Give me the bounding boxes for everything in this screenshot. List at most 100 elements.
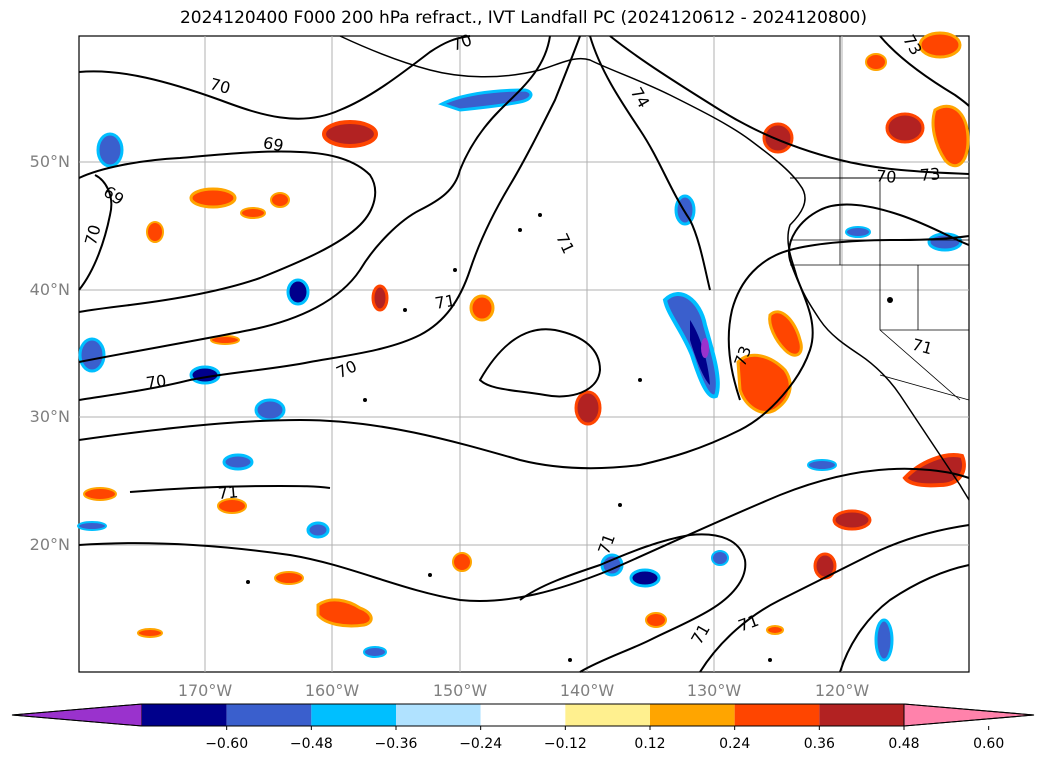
- island-dot: [618, 503, 622, 507]
- contour-69: [78, 150, 377, 313]
- colorbar-tick-label: −0.36: [374, 736, 418, 752]
- patch-orange-9: [316, 598, 373, 628]
- island-dot: [453, 268, 457, 272]
- patch-blue-ne: [927, 232, 963, 252]
- patch-blue-5: [254, 398, 286, 422]
- colorbar-segment: [650, 704, 735, 726]
- patch-red-center: [574, 390, 602, 426]
- border-states-8: [879, 374, 970, 401]
- lon-label-150w: 150°W: [432, 681, 488, 700]
- patch-orange-ne: [931, 104, 970, 168]
- patch-blue-2: [286, 278, 310, 306]
- island-dot: [538, 213, 542, 217]
- patch-orange-5: [210, 335, 240, 345]
- patch-orange-ne3: [865, 53, 887, 71]
- island-dot: [246, 580, 250, 584]
- contour-label: 70: [875, 166, 897, 187]
- patch-blue-center-inner: [690, 320, 710, 385]
- patch-red-mid: [371, 284, 389, 312]
- patch-red-ab: [885, 112, 925, 144]
- contour-70-north: [78, 35, 471, 120]
- coastline-us-west: [794, 269, 970, 501]
- contour-label: 70: [145, 371, 168, 393]
- patch-orange-7: [217, 498, 247, 514]
- island-dot: [518, 228, 522, 232]
- colorbar-segment: [734, 704, 820, 726]
- contour-71-se2: [839, 564, 970, 673]
- lat-label-40: 40°N: [29, 280, 70, 299]
- patch-orange-se4: [766, 625, 784, 635]
- contour-70-lower: [78, 35, 581, 401]
- patch-orange-11: [452, 552, 472, 572]
- colorbar-segment: [311, 704, 396, 726]
- patch-orange-mid: [469, 294, 495, 322]
- patch-orange-se1: [832, 509, 872, 531]
- island-dot: [363, 398, 367, 402]
- contour-73-ne: [879, 35, 970, 107]
- island-dot: [428, 573, 432, 577]
- contour-70-w: [78, 174, 113, 291]
- patch-orange-3: [270, 192, 290, 208]
- colorbar-tick-label: −0.12: [543, 736, 587, 752]
- contour-label: 73: [919, 164, 941, 185]
- island-dots: [246, 213, 893, 662]
- lat-label-20: 20°N: [29, 535, 70, 554]
- patch-orange-2: [240, 207, 266, 219]
- colorbar-segment: [142, 704, 227, 726]
- patch-orange-8: [274, 571, 304, 585]
- island-dot: [568, 658, 572, 662]
- lat-label-50: 50°N: [29, 152, 70, 171]
- lon-label-130w: 130°W: [686, 681, 742, 700]
- patch-blue-gulf: [438, 88, 533, 112]
- patch-blue-9: [363, 646, 387, 658]
- colorbar: [11, 703, 1035, 730]
- colorbar-segment: [396, 704, 481, 726]
- island-dot: [887, 297, 893, 303]
- patch-blue-ne2: [845, 226, 871, 238]
- patch-red-bc: [762, 122, 794, 154]
- lon-label-170w: 170°W: [177, 681, 233, 700]
- patch-orange-10: [137, 628, 163, 638]
- colorbar-tick-label: 0.36: [803, 736, 835, 752]
- lat-label-30: 30°N: [29, 407, 70, 426]
- colorbar-tick-label: −0.48: [289, 736, 333, 752]
- contour-70-mid: [78, 35, 551, 363]
- coastline-alaska-bc: [339, 35, 806, 271]
- patch-orange-ne2: [918, 31, 962, 59]
- island-dot: [638, 378, 642, 382]
- colorbar-tick-label: 0.60: [973, 736, 1005, 752]
- lon-label-160w: 160°W: [304, 681, 360, 700]
- colorbar-tick-label: −0.24: [459, 736, 503, 752]
- contour-label: 71: [910, 335, 935, 359]
- map-title: 2024120400 F000 200 hPa refract., IVT La…: [179, 8, 867, 28]
- contour-71-se: [699, 524, 970, 673]
- patch-blue-se3: [629, 568, 661, 588]
- colorbar-tick-label: 0.48: [888, 736, 920, 752]
- colorbar-segment: [226, 704, 312, 726]
- patch-blue-7: [77, 521, 107, 531]
- island-dot: [403, 308, 407, 312]
- patch-red-coast: [736, 353, 792, 414]
- colorbar-extend-high: [903, 703, 1035, 727]
- colorbar-segment: [480, 704, 566, 726]
- contour-islands: [519, 533, 747, 673]
- lon-label-120w: 120°W: [814, 681, 870, 700]
- contour-71-central: [478, 328, 602, 398]
- contour-71-west: [129, 484, 331, 493]
- patch-blue-se1: [874, 618, 894, 662]
- colorbar-extend-low: [11, 703, 143, 727]
- contour-label: 71: [217, 482, 239, 503]
- map-frame: [78, 35, 970, 673]
- contour-73-north: [609, 35, 970, 175]
- colorbar-segment: [819, 704, 904, 726]
- patch-orange-1: [189, 187, 237, 209]
- colorbar-segment: [565, 704, 650, 726]
- contour-label: 69: [262, 133, 285, 155]
- contour-72-south: [78, 467, 970, 602]
- colorbar-outline: [11, 703, 1035, 727]
- contour-lines: [78, 35, 970, 673]
- colorbar-tick-label: 0.24: [719, 736, 751, 752]
- patch-orange-6: [83, 487, 117, 501]
- patch-blue-6: [222, 453, 254, 471]
- patch-blue-east: [807, 459, 837, 471]
